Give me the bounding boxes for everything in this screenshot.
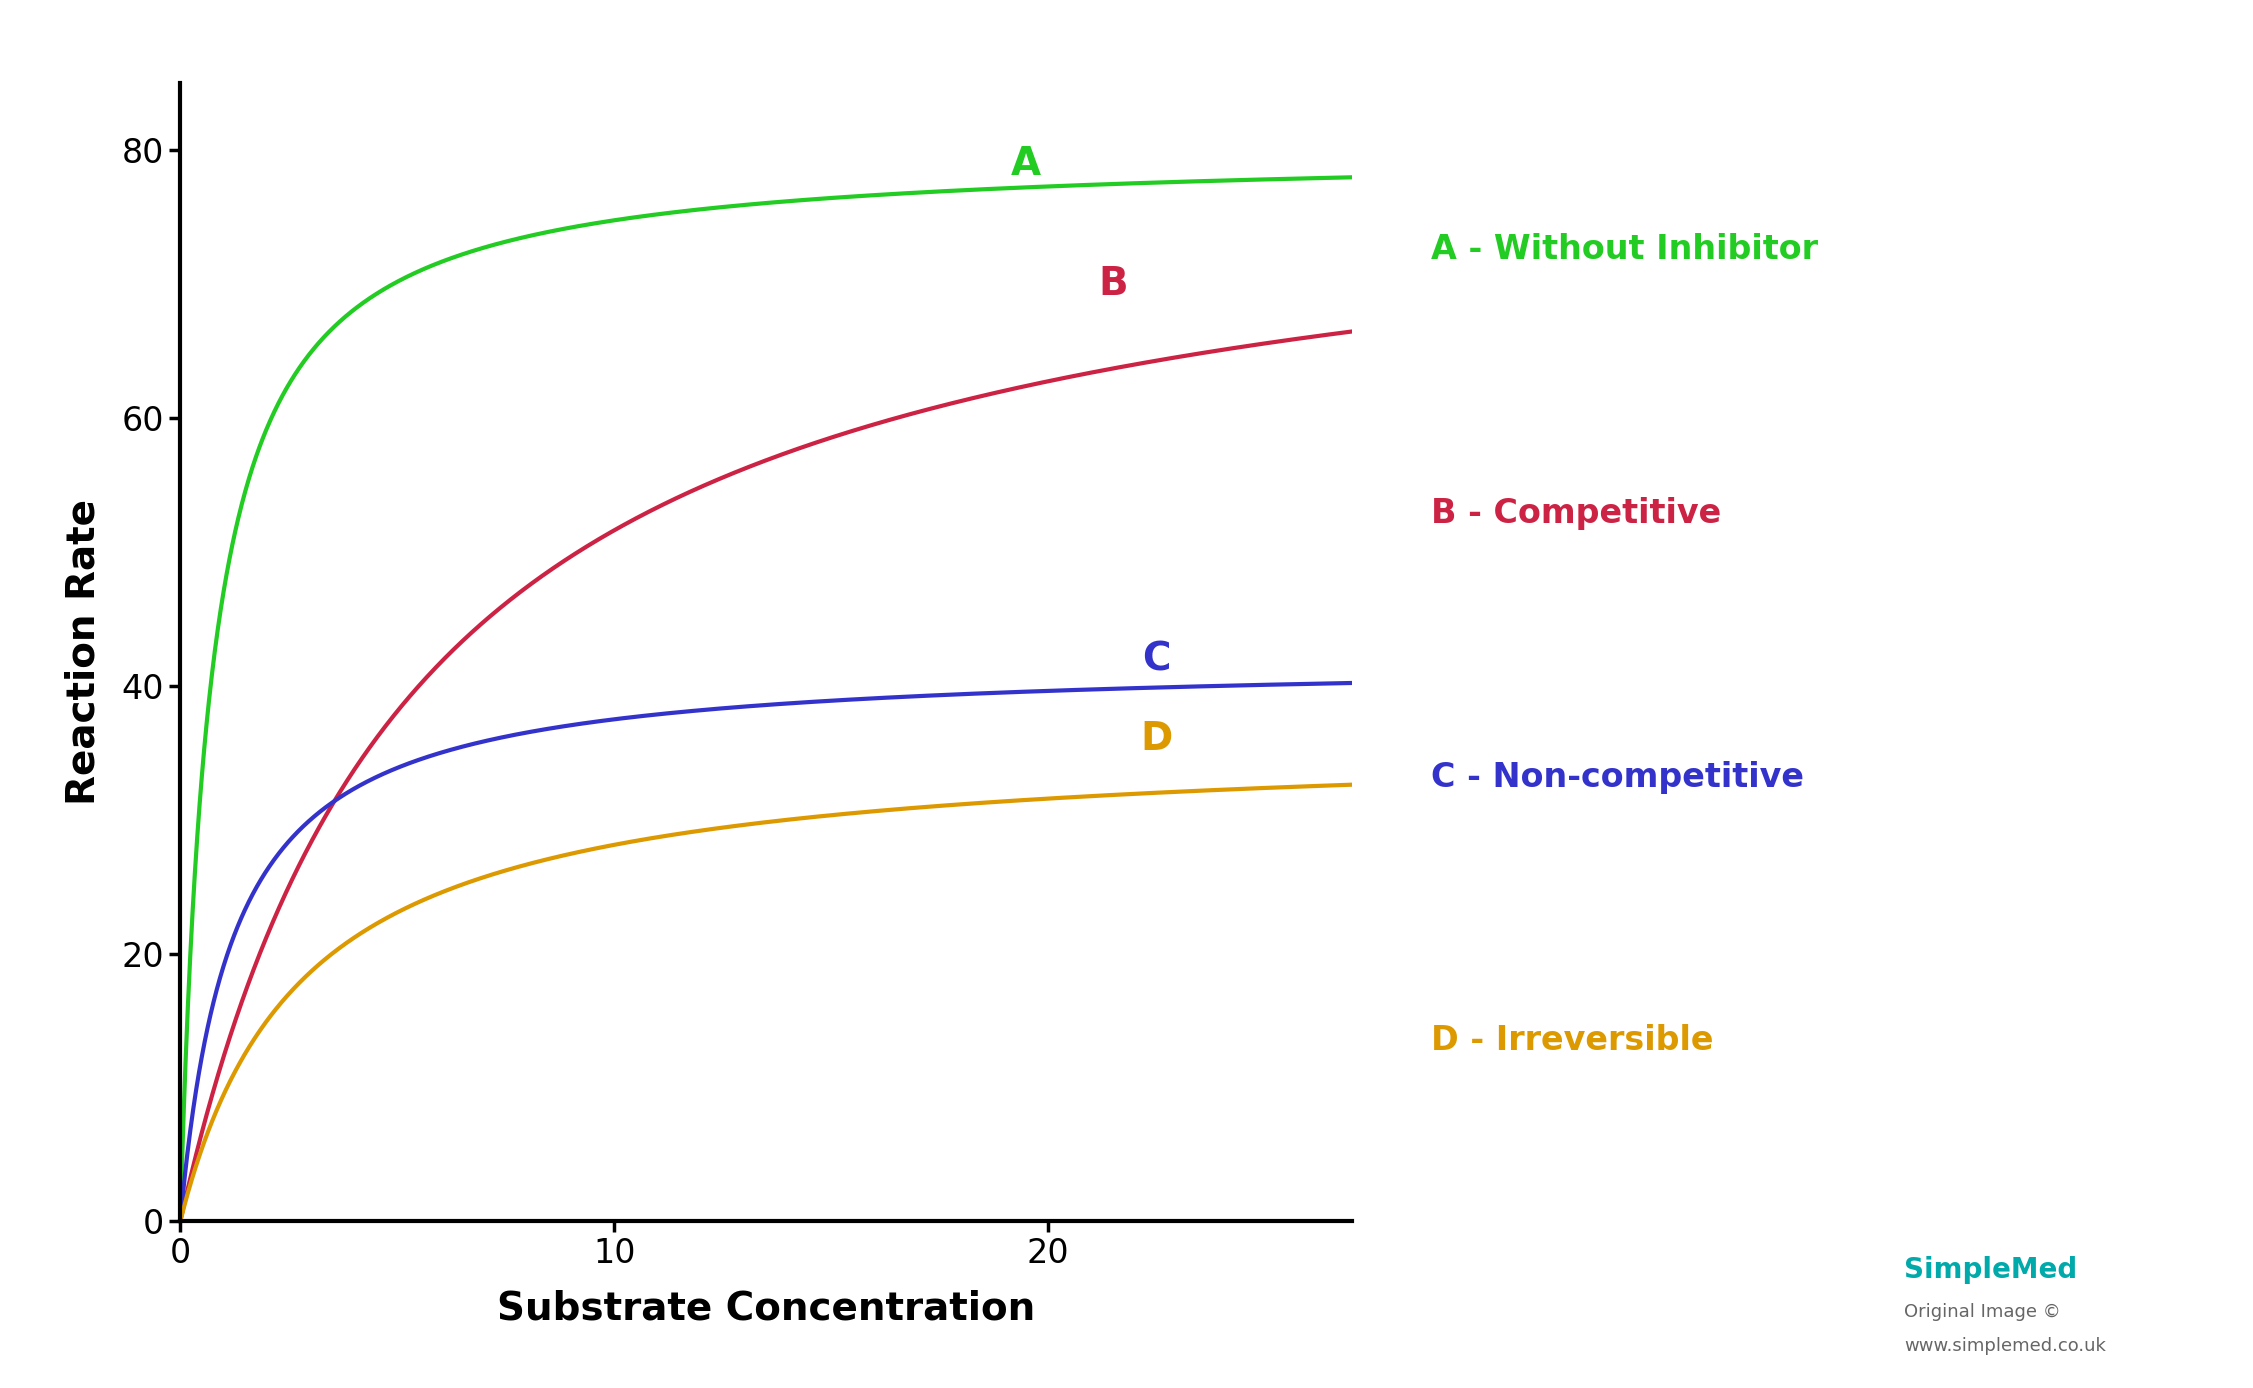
Text: Original Image ©: Original Image ©: [1904, 1303, 2061, 1320]
Text: www.simplemed.co.uk: www.simplemed.co.uk: [1904, 1338, 2107, 1355]
Text: B - Competitive: B - Competitive: [1431, 497, 1721, 530]
Text: A: A: [1012, 144, 1041, 183]
Text: C - Non-competitive: C - Non-competitive: [1431, 761, 1805, 794]
X-axis label: Substrate Concentration: Substrate Concentration: [498, 1289, 1034, 1328]
Text: SimpleMed: SimpleMed: [1904, 1256, 2077, 1284]
Text: B: B: [1097, 265, 1129, 303]
Y-axis label: Reaction Rate: Reaction Rate: [63, 500, 101, 805]
Text: D - Irreversible: D - Irreversible: [1431, 1024, 1712, 1058]
Text: D: D: [1140, 720, 1172, 758]
Text: A - Without Inhibitor: A - Without Inhibitor: [1431, 233, 1818, 266]
Text: C: C: [1142, 640, 1172, 679]
